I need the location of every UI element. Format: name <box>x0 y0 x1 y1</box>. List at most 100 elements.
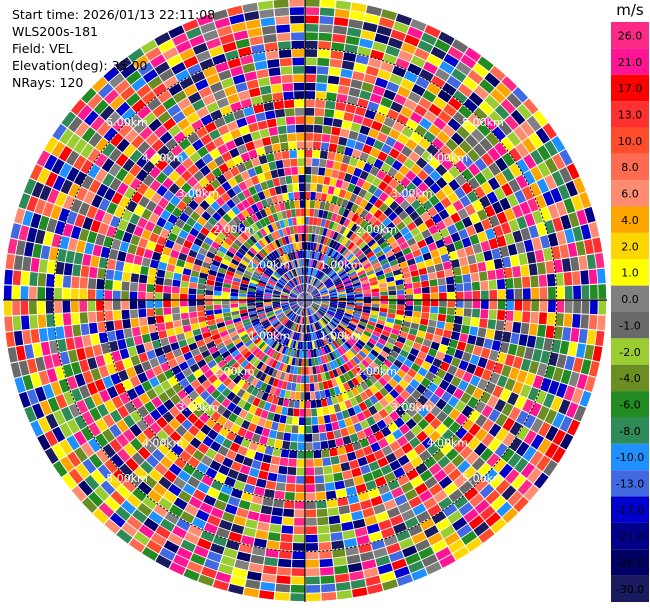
velocity-gate <box>291 49 305 58</box>
velocity-gate <box>361 244 370 253</box>
velocity-gate <box>276 334 283 342</box>
velocity-gate <box>388 378 398 389</box>
velocity-gate <box>278 229 285 238</box>
velocity-gate <box>171 286 180 294</box>
velocity-gate <box>512 321 522 334</box>
velocity-gate <box>418 406 430 418</box>
velocity-gate <box>281 237 287 246</box>
velocity-gate <box>488 349 499 362</box>
velocity-gate <box>255 211 263 221</box>
velocity-gate <box>269 523 282 533</box>
velocity-gate <box>410 131 423 144</box>
velocity-gate <box>422 293 430 300</box>
velocity-gate <box>86 381 99 396</box>
velocity-gate <box>324 266 331 274</box>
velocity-gate <box>336 285 345 290</box>
velocity-gate <box>271 84 283 93</box>
velocity-gate <box>196 232 207 242</box>
velocity-gate <box>435 518 451 532</box>
velocity-gate <box>250 213 259 223</box>
velocity-gate <box>299 267 303 276</box>
range-ring-label: 2.00km <box>213 365 255 378</box>
velocity-gate <box>138 195 150 208</box>
velocity-gate <box>305 242 308 250</box>
velocity-gate <box>263 246 271 255</box>
velocity-gate <box>252 358 261 368</box>
velocity-gate <box>252 347 261 356</box>
velocity-gate <box>349 502 362 513</box>
velocity-gate <box>520 121 535 137</box>
velocity-gate <box>424 354 435 364</box>
velocity-gate <box>221 334 231 342</box>
velocity-gate <box>352 261 361 268</box>
velocity-gate <box>223 254 233 262</box>
velocity-gate <box>253 538 267 548</box>
velocity-gate <box>435 423 448 436</box>
velocity-gate <box>513 496 529 513</box>
velocity-gate <box>223 113 236 124</box>
velocity-gate <box>298 417 305 425</box>
velocity-gate <box>434 263 444 272</box>
velocity-gate <box>200 530 215 542</box>
velocity-gate <box>386 542 401 555</box>
velocity-gate <box>30 257 40 272</box>
velocity-gate <box>442 235 453 246</box>
velocity-gate <box>573 405 587 422</box>
velocity-gate <box>195 126 208 139</box>
velocity-gate <box>227 266 236 273</box>
velocity-gate <box>377 438 389 449</box>
velocity-gate <box>253 255 262 264</box>
velocity-gate <box>194 205 205 216</box>
velocity-gate <box>188 306 197 313</box>
velocity-gate <box>297 307 302 315</box>
velocity-gate <box>284 491 295 501</box>
velocity-gate <box>184 330 194 339</box>
velocity-gate <box>256 443 266 454</box>
velocity-gate <box>121 309 130 320</box>
velocity-gate <box>324 219 331 229</box>
velocity-gate <box>334 480 345 490</box>
velocity-gate <box>287 235 293 244</box>
velocity-gate <box>86 205 98 219</box>
velocity-gate <box>484 381 496 395</box>
velocity-gate <box>352 344 361 353</box>
velocity-gate <box>380 491 394 503</box>
velocity-gate <box>256 361 264 370</box>
velocity-gate <box>312 292 320 297</box>
velocity-gate <box>291 568 305 576</box>
velocity-gate <box>195 384 206 395</box>
velocity-gate <box>89 453 103 469</box>
velocity-gate <box>275 269 283 277</box>
velocity-gate <box>223 170 234 181</box>
velocity-gate <box>471 128 485 143</box>
velocity-gate <box>311 416 319 425</box>
velocity-gate <box>342 343 350 352</box>
velocity-gate <box>196 359 207 369</box>
velocity-gate <box>260 17 276 27</box>
velocity-gate <box>399 537 414 550</box>
velocity-gate <box>35 356 46 372</box>
velocity-gate <box>443 216 454 228</box>
velocity-gate <box>361 259 370 267</box>
velocity-gate <box>318 424 326 433</box>
velocity-gate <box>280 142 289 151</box>
velocity-gate <box>395 279 404 286</box>
velocity-gate <box>289 226 295 235</box>
velocity-gate <box>208 129 221 141</box>
velocity-gate <box>301 293 305 300</box>
velocity-gate <box>362 445 373 456</box>
velocity-gate <box>296 324 300 333</box>
velocity-gate <box>263 322 272 330</box>
velocity-gate <box>186 112 200 125</box>
velocity-gate <box>311 341 316 349</box>
velocity-gate <box>401 42 417 55</box>
velocity-gate <box>178 490 192 503</box>
velocity-gate <box>305 295 312 300</box>
velocity-gate <box>347 325 356 332</box>
velocity-gate <box>298 285 302 293</box>
velocity-gate <box>166 328 176 337</box>
velocity-gate <box>501 485 517 501</box>
velocity-gate <box>347 494 360 505</box>
velocity-gate <box>456 248 467 259</box>
velocity-gate <box>315 491 326 501</box>
